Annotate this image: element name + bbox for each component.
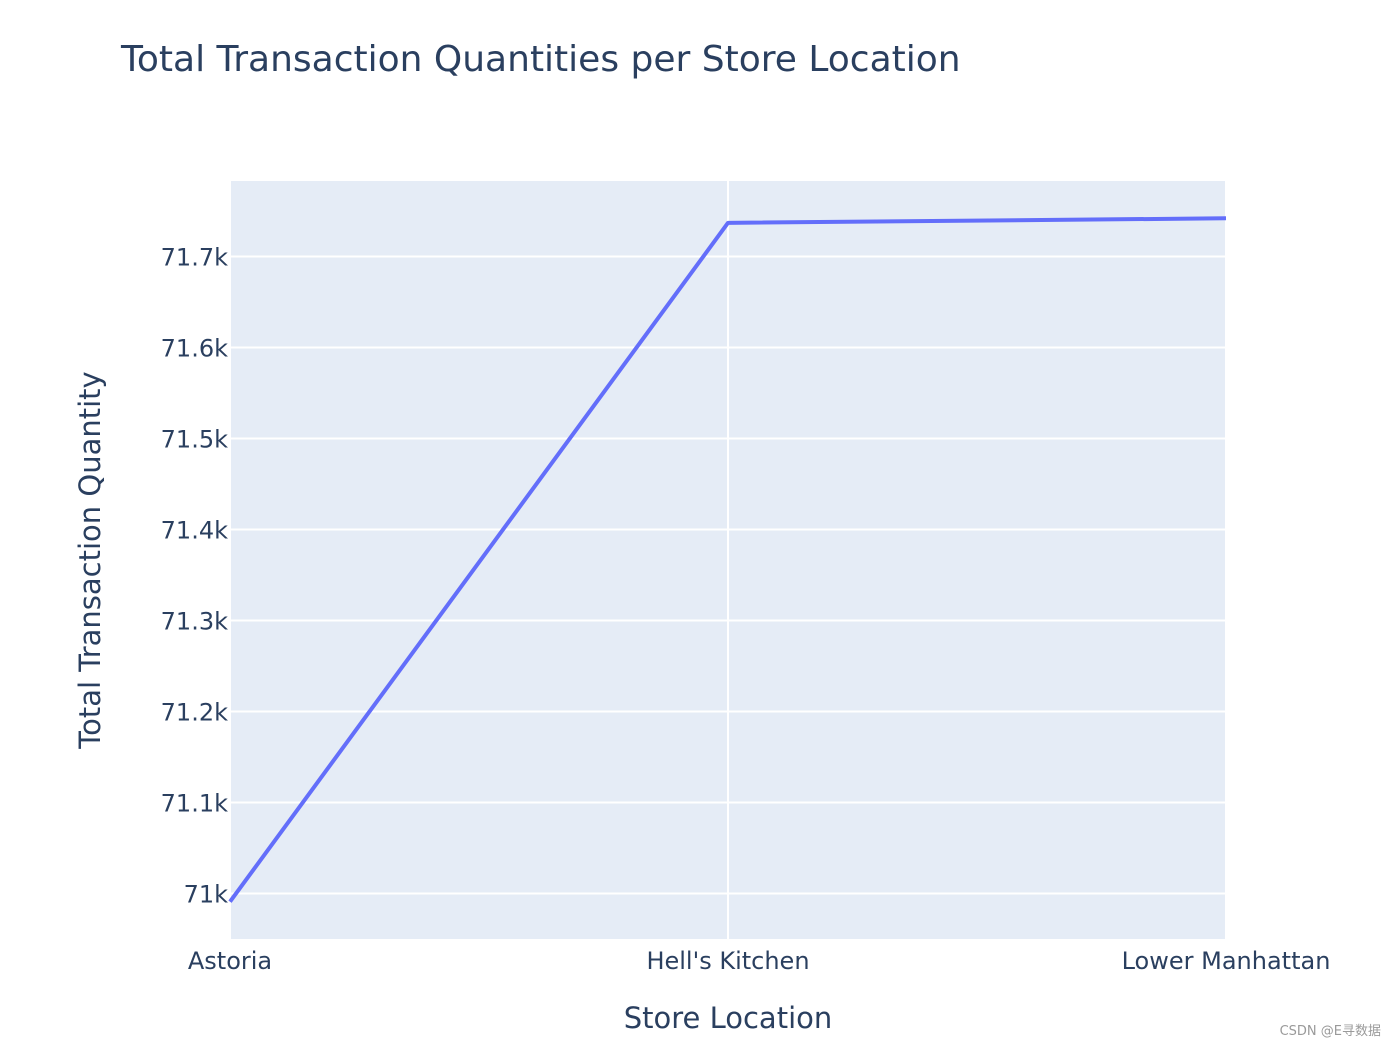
y-tick-label: 71.3k [161,608,228,636]
x-tick-label: Astoria [188,947,272,975]
series-line [228,216,1227,903]
y-tick-label: 71.2k [161,699,228,727]
y-tick-label: 71.4k [161,517,228,545]
y-tick-label: 71.7k [161,244,228,272]
y-tick-label: 71.6k [161,335,228,363]
y-tick-label: 71.5k [161,426,228,454]
series-line-group [228,216,1227,903]
x-tick-label: Hell's Kitchen [646,947,809,975]
chart-title: Total Transaction Quantities per Store L… [120,39,961,80]
y-tick-label: 71.1k [161,790,228,818]
watermark-text: CSDN @E寻数据 [1279,1024,1381,1039]
x-axis-title: Store Location [624,1001,833,1035]
x-tick-label: Lower Manhattan [1122,947,1331,975]
y-tick-label: 71k [184,881,229,909]
gridlines [229,181,1227,939]
y-axis-title: Total Transaction Quantity [73,371,107,749]
y-tick-labels: 71k 71.1k 71.2k 71.3k 71.4k 71.5k 71.6k 71.7k [161,244,228,909]
x-tick-labels: Astoria Hell's Kitchen Lower Manhattan [188,947,1331,975]
